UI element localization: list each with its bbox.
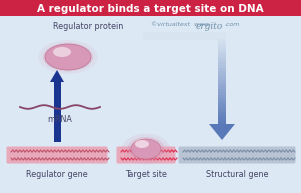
FancyBboxPatch shape [218,54,226,58]
Ellipse shape [43,43,93,71]
Text: Structural gene: Structural gene [206,170,268,179]
FancyBboxPatch shape [218,115,226,119]
FancyBboxPatch shape [143,32,226,40]
FancyBboxPatch shape [218,109,226,113]
Text: Target site: Target site [125,170,167,179]
Text: ergito: ergito [196,22,223,31]
Text: mRNA: mRNA [48,115,73,124]
FancyBboxPatch shape [116,146,175,163]
FancyBboxPatch shape [218,74,226,78]
FancyBboxPatch shape [218,65,226,69]
FancyBboxPatch shape [218,106,226,110]
Text: A regulator binds a target site on DNA: A regulator binds a target site on DNA [37,3,264,14]
FancyBboxPatch shape [7,146,107,163]
FancyBboxPatch shape [218,98,226,102]
Ellipse shape [131,139,161,159]
FancyBboxPatch shape [218,62,226,66]
FancyBboxPatch shape [0,0,301,16]
FancyBboxPatch shape [218,89,226,93]
FancyBboxPatch shape [218,112,226,116]
Text: ©virtualtext  www.: ©virtualtext www. [151,22,211,27]
FancyBboxPatch shape [218,118,226,122]
FancyBboxPatch shape [218,71,226,75]
FancyBboxPatch shape [218,86,226,90]
FancyBboxPatch shape [218,77,226,81]
FancyBboxPatch shape [218,39,226,43]
Text: Regulator protein: Regulator protein [53,22,123,31]
FancyBboxPatch shape [218,101,226,104]
FancyBboxPatch shape [178,146,296,163]
FancyBboxPatch shape [218,121,226,125]
FancyBboxPatch shape [218,48,226,52]
FancyBboxPatch shape [218,92,226,96]
Ellipse shape [122,134,170,164]
FancyBboxPatch shape [218,57,226,60]
Ellipse shape [45,44,91,70]
FancyBboxPatch shape [218,42,226,46]
Ellipse shape [127,137,165,161]
Polygon shape [50,70,64,82]
FancyBboxPatch shape [218,45,226,49]
Ellipse shape [135,140,149,148]
FancyBboxPatch shape [218,59,226,63]
FancyBboxPatch shape [218,95,226,99]
Ellipse shape [38,40,98,74]
FancyBboxPatch shape [218,80,226,84]
Ellipse shape [132,140,160,158]
FancyBboxPatch shape [218,51,226,55]
FancyBboxPatch shape [218,68,226,72]
FancyBboxPatch shape [218,103,226,107]
Text: Regulator gene: Regulator gene [26,170,88,179]
FancyBboxPatch shape [218,83,226,87]
FancyBboxPatch shape [218,36,226,40]
Polygon shape [209,124,235,140]
Ellipse shape [53,47,71,57]
Text: .com: .com [225,22,240,27]
FancyBboxPatch shape [54,82,61,142]
